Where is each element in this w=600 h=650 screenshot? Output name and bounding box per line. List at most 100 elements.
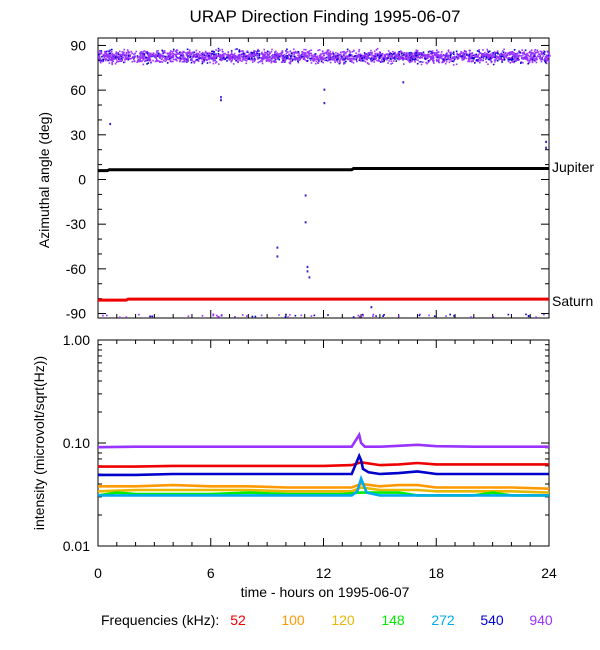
scatter-point xyxy=(184,57,186,60)
scatter-point xyxy=(322,61,324,64)
scatter-point xyxy=(293,53,295,56)
scatter-point xyxy=(289,60,292,63)
scatter-point xyxy=(127,58,129,61)
scatter-point xyxy=(215,57,218,59)
scatter-point xyxy=(145,56,147,59)
scatter-point xyxy=(534,49,537,51)
scatter-point xyxy=(202,53,204,56)
scatter-point xyxy=(547,53,550,56)
scatter-point xyxy=(238,56,241,58)
scatter-point xyxy=(487,58,490,61)
scatter-point xyxy=(340,55,342,58)
scatter-point xyxy=(478,57,480,59)
scatter-point xyxy=(217,55,220,57)
scatter-point xyxy=(347,55,349,57)
scatter-point xyxy=(499,57,501,60)
scatter-point xyxy=(427,55,430,57)
scatter-point xyxy=(349,54,351,57)
scatter-point xyxy=(463,53,465,55)
scatter-point xyxy=(303,57,306,59)
scatter-point xyxy=(502,55,504,58)
scatter-point xyxy=(313,54,315,56)
scatter-point xyxy=(139,59,141,61)
scatter-point xyxy=(479,57,481,60)
scatter-point xyxy=(305,48,307,51)
scatter-point xyxy=(344,52,347,55)
scatter-point xyxy=(283,56,286,58)
scatter-point xyxy=(444,56,447,59)
x-tick-label: 24 xyxy=(541,565,557,581)
scatter-point xyxy=(423,53,426,56)
scatter-point xyxy=(361,313,364,316)
scatter-point xyxy=(379,55,381,58)
scatter-point xyxy=(395,55,398,57)
scatter-point xyxy=(194,59,197,62)
scatter-point xyxy=(130,50,133,53)
scatter-point xyxy=(230,55,233,58)
scatter-point xyxy=(417,59,419,61)
scatter-point xyxy=(148,60,151,62)
scatter-point xyxy=(273,61,276,63)
scatter-point xyxy=(525,53,528,56)
scatter-point xyxy=(122,52,124,55)
scatter-point xyxy=(208,57,210,60)
scatter-point xyxy=(163,50,166,52)
scatter-point xyxy=(273,55,276,58)
scatter-point xyxy=(301,51,303,53)
scatter-point xyxy=(290,52,293,55)
scatter-point xyxy=(490,61,493,64)
scatter-point xyxy=(178,53,181,55)
scatter-point xyxy=(208,54,211,56)
scatter-point xyxy=(261,62,264,65)
scatter-point xyxy=(548,52,550,55)
scatter-point xyxy=(477,55,479,57)
scatter-point xyxy=(468,57,470,59)
scatter-point xyxy=(306,57,309,59)
scatter-point xyxy=(334,59,336,62)
scatter-point xyxy=(167,56,170,59)
scatter-point xyxy=(209,55,212,58)
scatter-point xyxy=(412,54,414,57)
scatter-point xyxy=(429,55,431,58)
scatter-point xyxy=(337,56,339,58)
scatter-point xyxy=(522,54,524,56)
scatter-point xyxy=(193,55,196,58)
scatter-point xyxy=(294,51,297,53)
scatter-point xyxy=(217,50,220,52)
scatter-point xyxy=(359,53,362,55)
scatter-point xyxy=(298,59,301,61)
scatter-point xyxy=(474,62,476,64)
scatter-point xyxy=(133,57,135,59)
scatter-point xyxy=(522,52,524,54)
scatter-point xyxy=(530,49,533,51)
scatter-point xyxy=(374,57,376,59)
scatter-point xyxy=(546,59,549,61)
scatter-point xyxy=(277,54,280,56)
scatter-point xyxy=(209,61,211,64)
scatter-point xyxy=(433,315,436,317)
scatter-point xyxy=(336,58,339,60)
scatter-point xyxy=(419,56,422,58)
scatter-point xyxy=(494,59,497,61)
scatter-point xyxy=(315,56,318,58)
scatter-point xyxy=(156,58,158,61)
scatter-point xyxy=(432,57,435,60)
scatter-point xyxy=(542,53,545,55)
scatter-point xyxy=(181,56,184,59)
outlier-point xyxy=(323,88,326,91)
scatter-point xyxy=(374,55,376,58)
scatter-point xyxy=(158,56,161,58)
scatter-point xyxy=(346,57,349,59)
scatter-point xyxy=(164,60,167,62)
scatter-point xyxy=(332,51,334,54)
scatter-point xyxy=(332,55,334,58)
scatter-point xyxy=(411,59,413,62)
scatter-point xyxy=(358,56,360,58)
scatter-point xyxy=(366,62,369,64)
scatter-point xyxy=(116,55,119,57)
scatter-point xyxy=(538,57,541,60)
scatter-point xyxy=(281,53,283,55)
scatter-point xyxy=(201,62,204,65)
